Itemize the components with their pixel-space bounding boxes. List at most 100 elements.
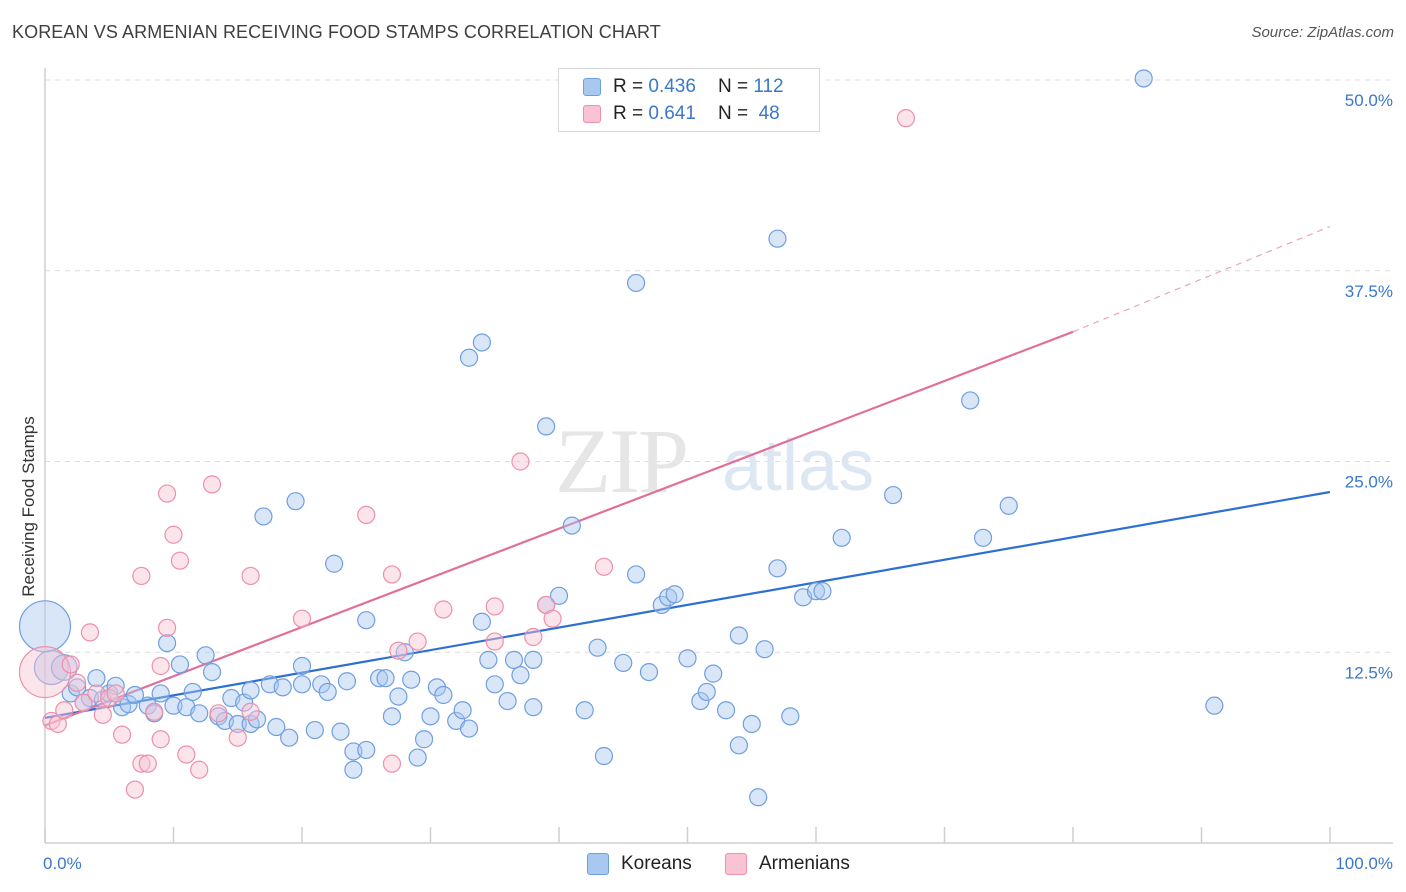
data-point bbox=[414, 730, 434, 749]
data-point bbox=[716, 701, 736, 720]
source-credit: Source: ZipAtlas.com bbox=[1251, 24, 1394, 41]
data-point bbox=[267, 717, 286, 737]
legend-box: R = 0.436 N = 112 R = 0.641 N = 48 bbox=[558, 68, 820, 132]
trend-line-armenians-extension bbox=[1072, 225, 1331, 333]
data-point bbox=[453, 701, 472, 720]
data-point bbox=[151, 730, 170, 749]
legend-row-armenians: R = 0.641 N = 48 bbox=[583, 102, 780, 126]
series-koreans bbox=[18, 69, 1224, 807]
data-point bbox=[973, 528, 993, 547]
data-point bbox=[247, 710, 267, 729]
data-point bbox=[337, 672, 357, 691]
data-point bbox=[402, 670, 421, 689]
y-axis-title: Receiving Food Stamps bbox=[19, 416, 38, 596]
data-point bbox=[806, 582, 826, 601]
tick-labels: 12.5% 25.0% 37.5% 50.0% 0.0% 100.0% Receiving … bbox=[19, 91, 1393, 873]
watermark-atlas: atlas bbox=[722, 426, 874, 506]
data-point bbox=[132, 754, 151, 773]
data-point bbox=[170, 655, 190, 674]
x-tick-label: 0.0% bbox=[43, 854, 82, 873]
data-point bbox=[357, 505, 376, 525]
legend-r-label: R = bbox=[613, 103, 644, 124]
data-point bbox=[325, 554, 344, 573]
data-point bbox=[389, 687, 408, 706]
x-tick-label: 100.0% bbox=[1335, 854, 1393, 873]
data-point bbox=[742, 714, 761, 734]
data-point bbox=[125, 780, 145, 799]
data-point bbox=[18, 600, 72, 653]
data-point bbox=[697, 682, 716, 702]
data-point bbox=[626, 273, 646, 293]
data-point bbox=[1205, 696, 1224, 715]
legend-n-value: 48 bbox=[758, 103, 780, 124]
data-point bbox=[157, 618, 177, 637]
data-point bbox=[504, 650, 524, 669]
legend-r-value: 0.641 bbox=[648, 103, 696, 124]
legend-r-label: R = bbox=[613, 76, 644, 97]
data-point bbox=[312, 675, 331, 694]
bottom-legend-koreans[interactable]: Koreans bbox=[587, 852, 692, 876]
data-point bbox=[524, 627, 543, 647]
data-point bbox=[18, 645, 72, 699]
data-point bbox=[292, 675, 312, 694]
legend-swatch-armenians bbox=[583, 105, 601, 123]
data-point bbox=[575, 701, 594, 720]
data-point bbox=[202, 662, 222, 682]
data-point bbox=[434, 685, 453, 705]
data-point bbox=[813, 582, 832, 601]
data-point bbox=[768, 229, 787, 248]
data-point bbox=[1134, 69, 1153, 88]
data-point bbox=[241, 702, 260, 721]
bottom-legend-armenians[interactable]: Armenians bbox=[725, 852, 850, 876]
data-point bbox=[106, 684, 125, 703]
legend-row-koreans: R = 0.436 N = 112 bbox=[583, 75, 784, 99]
data-point bbox=[704, 664, 723, 683]
data-point bbox=[177, 745, 196, 764]
data-point bbox=[896, 109, 916, 128]
bottom-legend-swatch-armenians bbox=[725, 853, 747, 875]
data-point bbox=[138, 754, 157, 773]
data-point bbox=[151, 656, 170, 676]
data-point bbox=[125, 685, 145, 705]
y-tick-label: 50.0% bbox=[1345, 91, 1393, 110]
data-point bbox=[421, 707, 440, 726]
data-point bbox=[357, 611, 376, 630]
data-point bbox=[292, 609, 312, 628]
data-point bbox=[485, 597, 504, 616]
data-point bbox=[768, 559, 787, 578]
data-point bbox=[999, 496, 1018, 515]
bottom-legend-label-armenians: Armenians bbox=[759, 853, 850, 874]
data-point bbox=[318, 682, 337, 702]
data-point bbox=[594, 746, 614, 766]
data-point bbox=[196, 646, 215, 665]
data-point bbox=[389, 641, 408, 660]
data-point bbox=[485, 675, 504, 694]
data-point bbox=[157, 633, 177, 653]
data-point bbox=[524, 650, 543, 669]
axes bbox=[44, 68, 1393, 844]
data-point bbox=[511, 452, 530, 471]
data-point bbox=[190, 760, 209, 779]
data-point bbox=[395, 643, 414, 662]
watermark: ZIP atlas bbox=[555, 410, 874, 512]
data-point bbox=[241, 681, 260, 700]
data-point bbox=[665, 585, 684, 604]
data-point bbox=[331, 722, 350, 741]
data-point bbox=[562, 516, 581, 535]
legend-n-label: N = bbox=[717, 76, 749, 97]
data-point bbox=[382, 707, 402, 726]
data-points bbox=[18, 69, 1224, 807]
legend-swatch-koreans bbox=[583, 78, 601, 96]
data-point bbox=[190, 704, 209, 723]
data-point bbox=[588, 638, 607, 657]
legend-n-label: N = bbox=[717, 103, 749, 124]
data-point bbox=[286, 492, 305, 511]
data-point bbox=[729, 626, 749, 645]
data-point bbox=[459, 348, 479, 367]
data-point bbox=[305, 720, 324, 740]
legend-r-value: 0.436 bbox=[648, 76, 696, 97]
data-point bbox=[376, 669, 395, 688]
data-point bbox=[93, 705, 112, 724]
data-point bbox=[652, 595, 671, 615]
data-point bbox=[74, 693, 93, 712]
